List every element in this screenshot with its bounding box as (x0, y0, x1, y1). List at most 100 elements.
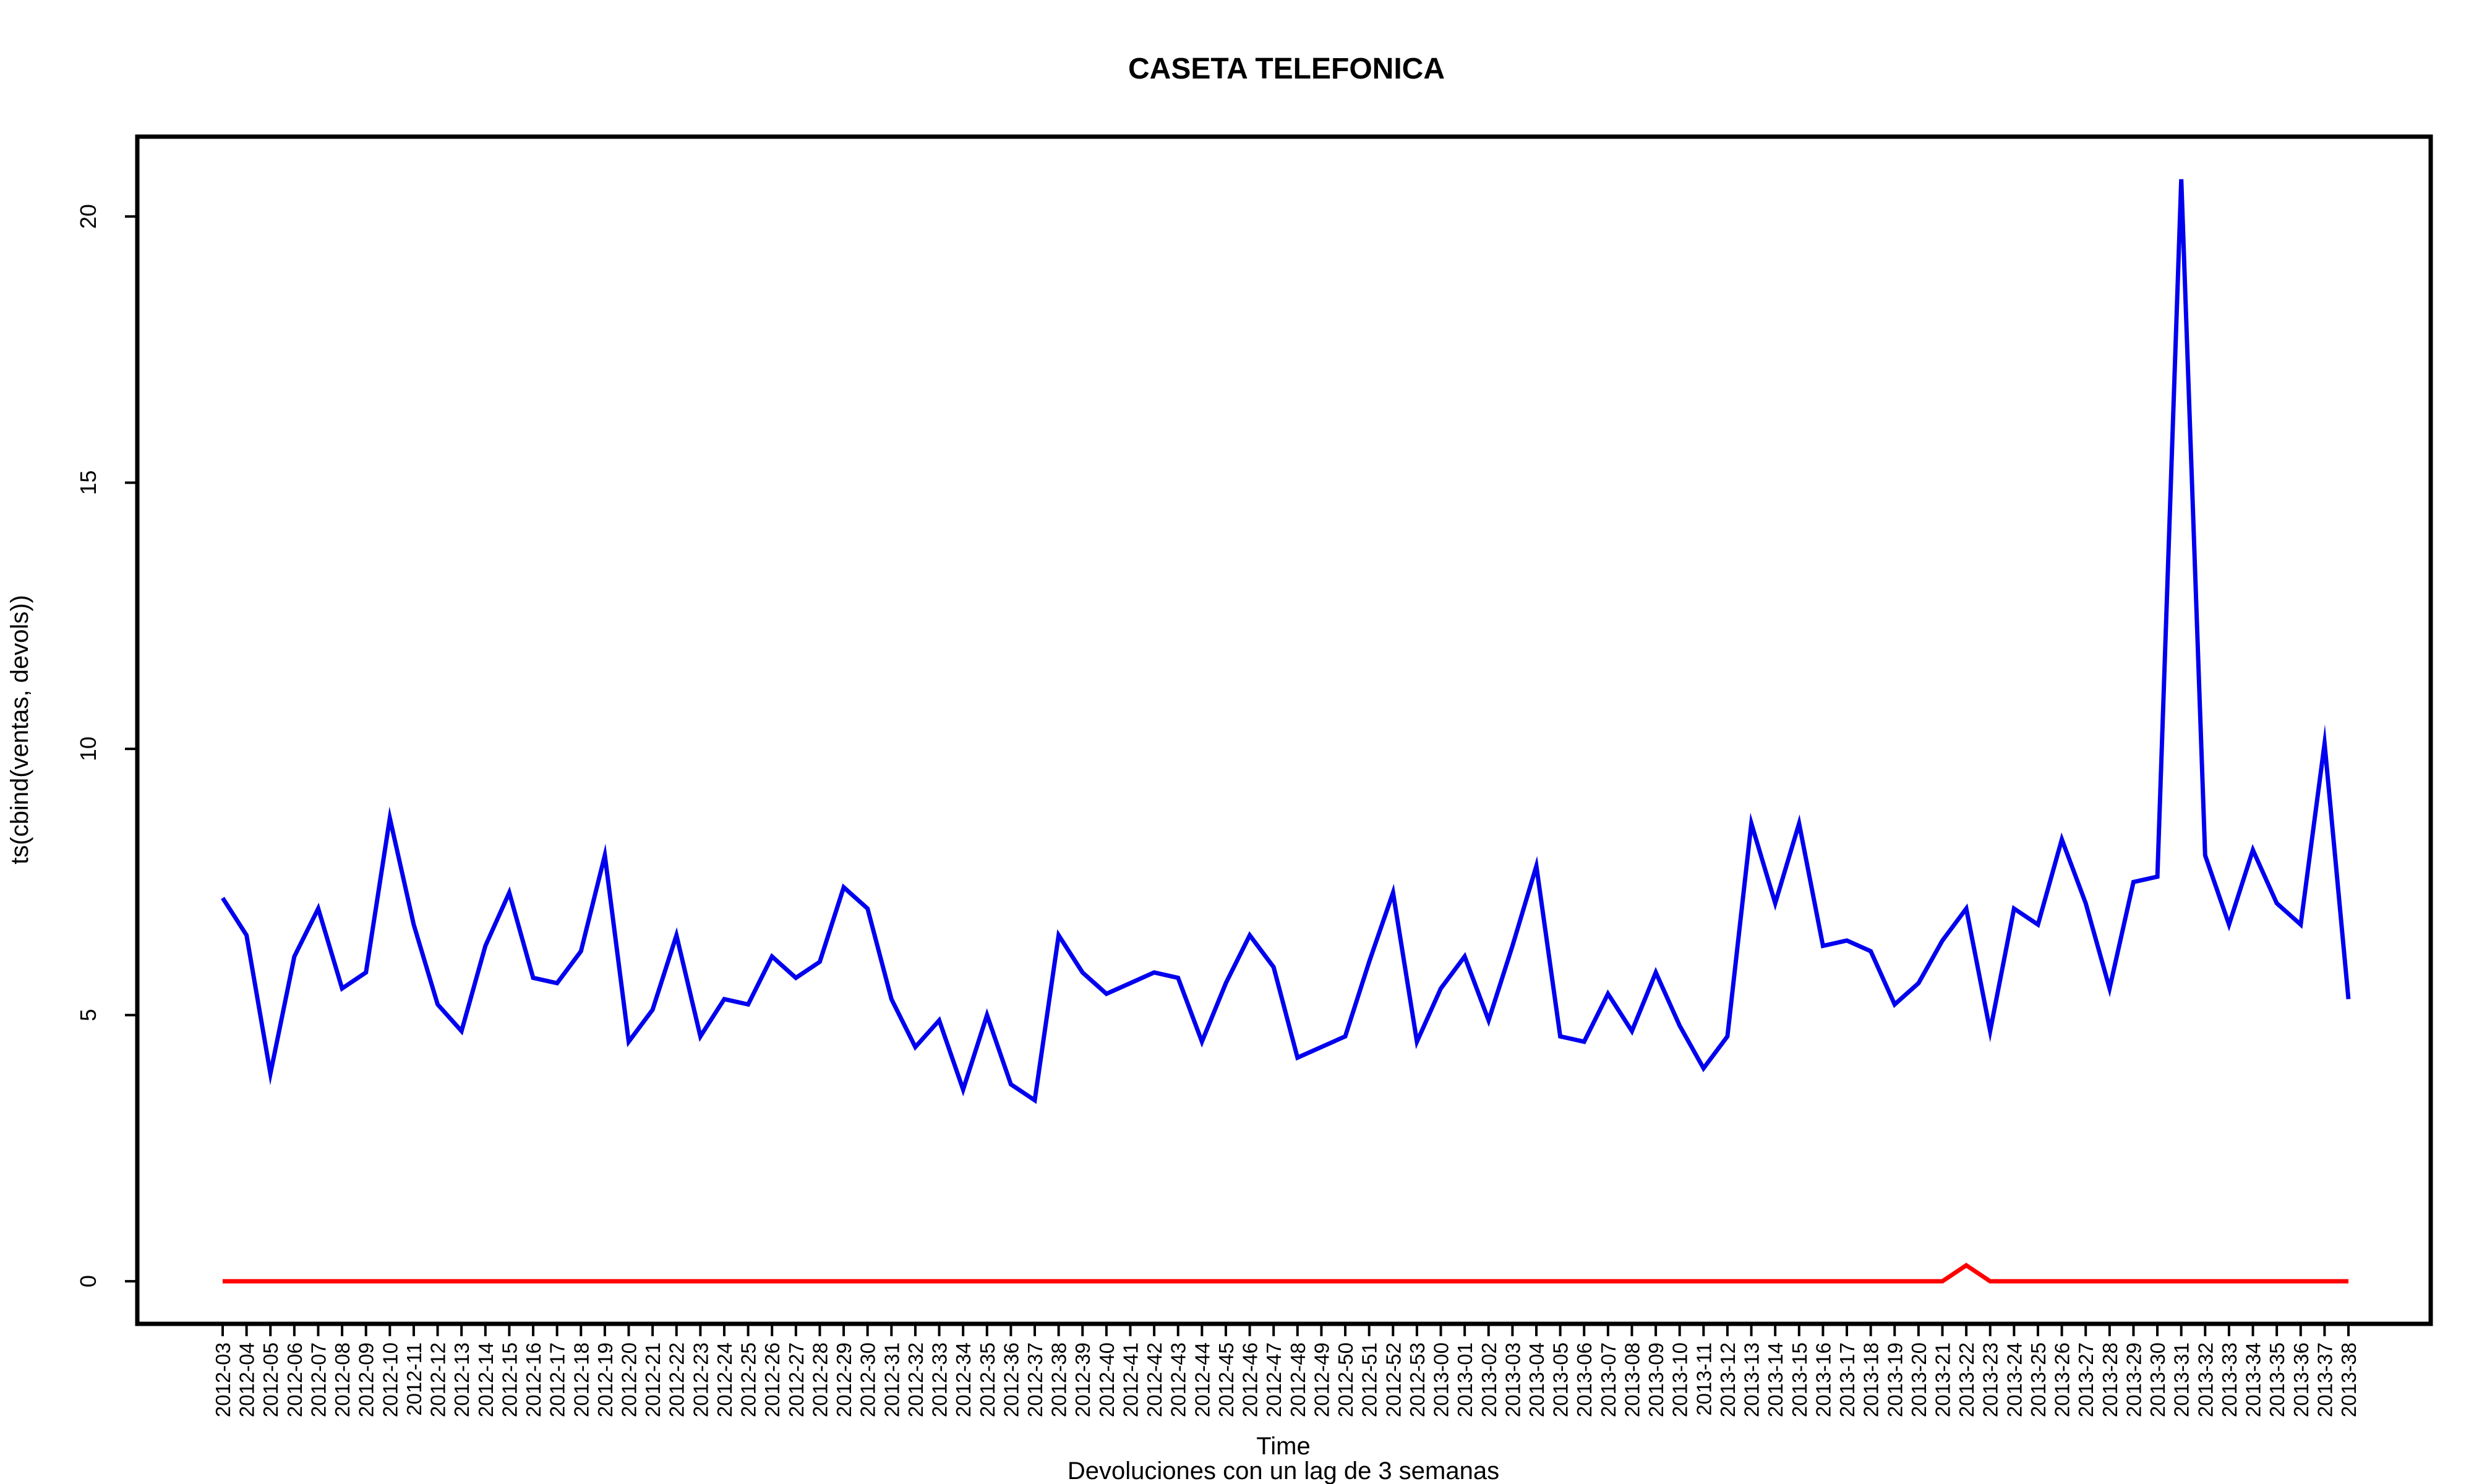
x-axis-label: Time (1256, 1433, 1310, 1460)
x-tick-label: 2012-21 (641, 1342, 664, 1417)
x-tick-label: 2013-26 (2051, 1342, 2074, 1417)
x-tick-label: 2012-50 (1334, 1342, 1357, 1417)
y-axis: 0 5 10 15 20 (75, 204, 137, 1287)
x-tick-label: 2013-20 (1907, 1342, 1930, 1417)
x-tick-label: 2012-18 (570, 1342, 593, 1417)
x-tick-label: 2012-22 (666, 1342, 688, 1417)
y-tick-label: 10 (75, 736, 101, 761)
x-tick-label: 2013-00 (1430, 1342, 1453, 1417)
x-tick-label: 2013-05 (1549, 1342, 1572, 1417)
x-tick-label: 2013-27 (2074, 1342, 2097, 1417)
x-tick-label: 2012-32 (904, 1342, 927, 1417)
x-tick-label: 2012-45 (1215, 1342, 1238, 1417)
x-tick-label: 2013-30 (2146, 1342, 2169, 1417)
x-tick-label: 2012-25 (737, 1342, 760, 1417)
x-tick-label: 2013-23 (1979, 1342, 2002, 1417)
x-tick-label: 2012-34 (952, 1342, 975, 1417)
x-tick-label: 2013-36 (2290, 1342, 2313, 1417)
y-tick-label: 15 (75, 471, 101, 495)
x-tick-label: 2013-17 (1836, 1342, 1859, 1417)
x-tick-label: 2013-21 (1931, 1342, 1954, 1417)
x-tick-label: 2012-42 (1143, 1342, 1166, 1417)
x-tick-label: 2013-02 (1478, 1342, 1500, 1417)
x-tick-label: 2013-14 (1764, 1342, 1787, 1417)
x-tick-label: 2012-03 (212, 1342, 234, 1417)
x-tick-label: 2012-43 (1167, 1342, 1190, 1417)
x-tick-label: 2012-28 (808, 1342, 831, 1417)
x-tick-label: 2013-08 (1620, 1342, 1643, 1417)
x-tick-label: 2013-06 (1573, 1342, 1596, 1417)
x-tick-label: 2012-17 (546, 1342, 569, 1417)
x-tick-label: 2012-14 (474, 1342, 497, 1417)
x-tick-label: 2012-19 (594, 1342, 617, 1417)
x-tick-label: 2013-22 (1955, 1342, 1978, 1417)
series-layer (221, 179, 2351, 1284)
x-tick-label: 2012-20 (618, 1342, 641, 1417)
x-tick-label: 2013-10 (1669, 1342, 1692, 1417)
x-tick-label: 2012-05 (259, 1342, 282, 1417)
x-tick-label: 2012-33 (928, 1342, 951, 1417)
x-tick-label: 2012-30 (857, 1342, 880, 1417)
x-tick-label: 2012-11 (403, 1342, 426, 1416)
x-tick-label: 2013-13 (1740, 1342, 1763, 1417)
x-tick-label: 2013-19 (1883, 1342, 1906, 1417)
x-tick-label: 2013-15 (1788, 1342, 1811, 1417)
x-tick-label: 2012-52 (1382, 1342, 1405, 1417)
x-tick-label: 2013-18 (1860, 1342, 1883, 1417)
chart-subtitle: Devoluciones con un lag de 3 semanas (1068, 1457, 1499, 1484)
plot-frame (135, 134, 2433, 1326)
x-tick-label: 2012-12 (427, 1342, 450, 1417)
x-tick-label: 2012-24 (713, 1342, 736, 1417)
x-tick-label: 2012-08 (331, 1342, 354, 1417)
x-tick-label: 2013-03 (1501, 1342, 1524, 1417)
x-axis: 2012-03 2012-04 2012-05 2012-06 2012-07 2012-… (212, 1324, 2360, 1417)
x-tick-label: 2012-31 (880, 1342, 903, 1417)
x-tick-label: 2012-46 (1239, 1342, 1262, 1417)
x-tick-label: 2012-23 (689, 1342, 712, 1417)
x-tick-label: 2012-51 (1358, 1342, 1381, 1417)
chart-title: CASETA TELEFONICA (1128, 53, 1445, 85)
x-tick-label: 2012-04 (236, 1342, 259, 1417)
x-tick-label: 2012-13 (450, 1342, 473, 1417)
x-tick-label: 2013-33 (2218, 1342, 2241, 1417)
x-tick-label: 2013-12 (1716, 1342, 1739, 1417)
x-tick-label: 2013-01 (1453, 1342, 1476, 1417)
x-tick-label: 2012-16 (522, 1342, 545, 1417)
x-tick-label: 2012-44 (1191, 1342, 1213, 1417)
x-tick-label: 2012-36 (999, 1342, 1022, 1417)
x-tick-label: 2013-09 (1645, 1342, 1667, 1417)
y-tick-label: 0 (75, 1275, 101, 1287)
x-tick-label: 2013-16 (1812, 1342, 1834, 1417)
x-tick-label: 2013-25 (2027, 1342, 2050, 1417)
y-axis-label: ts(cbind(ventas, devols)) (6, 595, 33, 864)
x-tick-label: 2013-28 (2099, 1342, 2121, 1417)
x-tick-label: 2012-37 (1024, 1342, 1047, 1417)
x-tick-label: 2012-06 (283, 1342, 306, 1417)
x-tick-label: 2012-09 (355, 1342, 378, 1417)
x-tick-label: 2013-32 (2194, 1342, 2217, 1417)
x-tick-label: 2012-27 (785, 1342, 808, 1417)
x-tick-label: 2013-04 (1525, 1342, 1548, 1417)
x-tick-label: 2012-26 (761, 1342, 784, 1417)
x-tick-label: 2012-38 (1048, 1342, 1071, 1417)
x-tick-label: 2012-47 (1262, 1342, 1285, 1417)
x-tick-label: 2012-15 (498, 1342, 521, 1417)
x-tick-label: 2012-49 (1310, 1342, 1333, 1417)
x-tick-label: 2012-53 (1406, 1342, 1429, 1417)
x-tick-label: 2013-35 (2266, 1342, 2288, 1417)
x-tick-label: 2012-35 (976, 1342, 999, 1417)
y-tick-label: 5 (75, 1009, 101, 1021)
x-tick-label: 2012-41 (1119, 1342, 1142, 1417)
x-tick-label: 2013-37 (2313, 1342, 2336, 1417)
x-tick-label: 2013-24 (2003, 1342, 2026, 1417)
x-tick-label: 2013-11 (1692, 1342, 1715, 1416)
x-tick-label: 2013-31 (2170, 1342, 2193, 1417)
x-tick-label: 2013-38 (2337, 1342, 2360, 1417)
x-tick-label: 2013-29 (2122, 1342, 2145, 1417)
x-tick-label: 2012-07 (307, 1342, 330, 1417)
x-tick-label: 2012-39 (1071, 1342, 1094, 1417)
x-tick-label: 2013-07 (1597, 1342, 1620, 1417)
x-tick-label: 2012-40 (1095, 1342, 1118, 1417)
series-line-2 (223, 1263, 2348, 1284)
